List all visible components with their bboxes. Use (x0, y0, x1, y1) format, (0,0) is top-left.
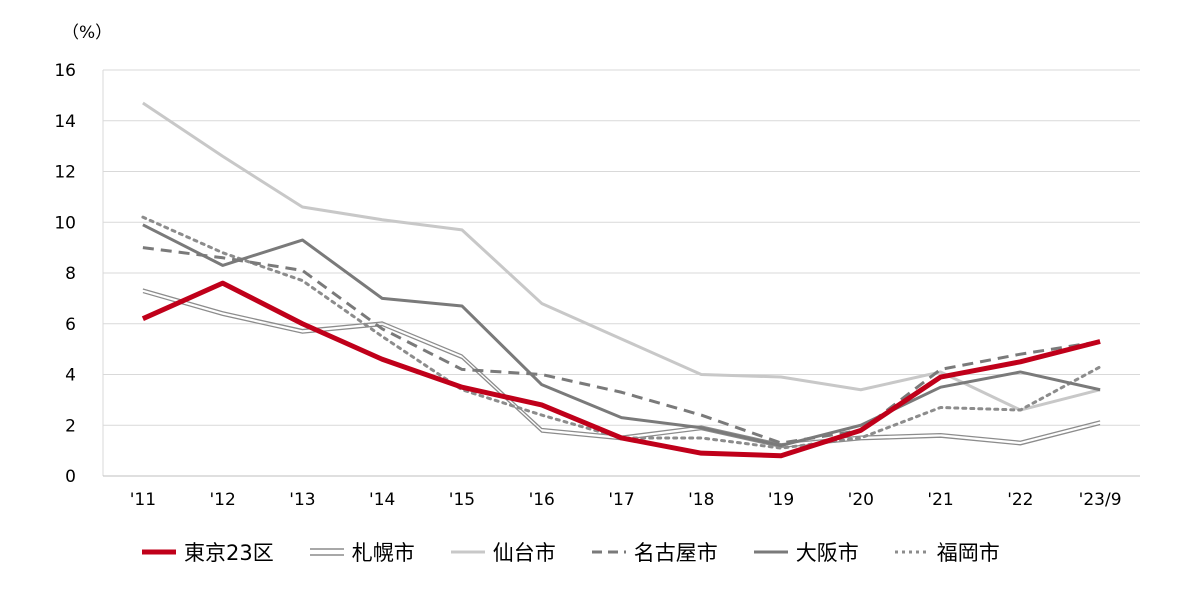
gridlines (103, 69, 1140, 426)
legend-swatch (309, 548, 344, 556)
y-tick-label: 16 (54, 61, 76, 81)
y-tick-label: 14 (54, 112, 76, 132)
y-axis: 0 2 4 6 8 10 12 14 16 (54, 61, 104, 487)
legend-swatch (450, 550, 485, 554)
y-tick-label: 4 (65, 366, 76, 386)
legend-item-fukuoka: 福岡市 (893, 537, 1000, 567)
legend-item-tokyo: 東京23区 (140, 537, 274, 567)
x-tick-label: '14 (369, 490, 395, 510)
x-tick-label: '15 (449, 490, 475, 510)
series-line-tokyo (141, 280, 1101, 459)
y-tick-label: 0 (65, 467, 76, 487)
series-line-sendai (142, 101, 1101, 412)
legend-swatch (591, 550, 626, 554)
x-tick-label: '21 (927, 490, 953, 510)
series-line-nagoya (142, 246, 1101, 445)
legend: 東京23区 札幌市 仙台市 名古屋市 大阪市 福岡市 (140, 537, 1034, 567)
x-tick-label: '12 (209, 490, 235, 510)
x-tick-label: '17 (608, 490, 634, 510)
x-tick-label: '22 (1007, 490, 1033, 510)
legend-label: 大阪市 (795, 541, 859, 565)
legend-item-sendai: 仙台市 (449, 537, 556, 567)
legend-item-nagoya: 名古屋市 (590, 537, 718, 567)
series-nagoya (142, 246, 1101, 445)
y-tick-label: 6 (65, 315, 76, 335)
series-fukuoka (141, 215, 1102, 450)
x-tick-label: '11 (130, 490, 156, 510)
x-tick-label: '16 (529, 490, 555, 510)
x-tick-label: '23/9 (1079, 490, 1122, 510)
legend-label: 仙台市 (492, 541, 556, 565)
legend-swatch (894, 550, 929, 554)
series-line-fukuoka (141, 215, 1102, 450)
x-tick-label: '18 (688, 490, 714, 510)
series-tokyo (141, 280, 1101, 459)
series-line-osaka (142, 223, 1101, 448)
x-axis: '11 '12 '13 '14 '15 '16 '17 '18 '19 '20 '21 '22 '23/… (103, 475, 1140, 510)
x-tick-label: '13 (289, 490, 315, 510)
legend-label: 福岡市 (936, 541, 1000, 565)
series-sendai (142, 101, 1101, 412)
unit-label: （%） (62, 23, 112, 43)
series-line-sapporo (142, 288, 1101, 445)
series-lines (141, 101, 1102, 459)
legend-label: 名古屋市 (633, 541, 718, 565)
x-tick-label: '20 (848, 490, 874, 510)
y-tick-label: 12 (54, 163, 76, 183)
legend-label: 札幌市 (351, 541, 415, 565)
y-tick-label: 10 (54, 213, 76, 233)
x-tick-label: '19 (768, 490, 794, 510)
legend-item-sapporo: 札幌市 (308, 537, 415, 567)
legend-swatch (142, 549, 176, 555)
legend-item-osaka: 大阪市 (752, 537, 859, 567)
y-tick-label: 2 (65, 416, 76, 436)
legend-label: 東京23区 (184, 541, 274, 565)
y-tick-label: 8 (65, 264, 76, 284)
series-osaka (142, 223, 1101, 448)
legend-swatch (753, 550, 788, 554)
